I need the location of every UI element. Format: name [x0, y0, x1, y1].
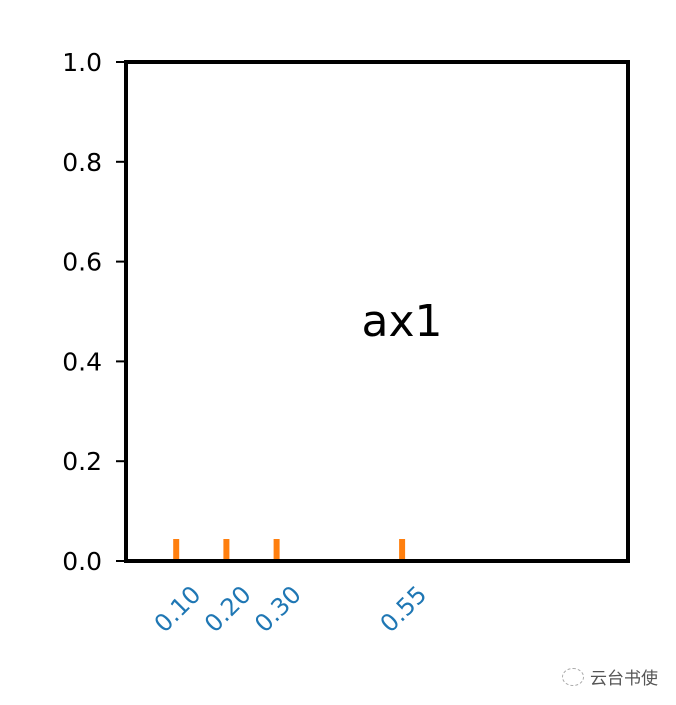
x-tick-label: 0.10: [149, 580, 207, 638]
y-tick-label: 0.0: [62, 547, 102, 576]
y-tick-label: 0.2: [62, 447, 102, 476]
axes-annotation: ax1: [362, 296, 443, 347]
y-tick-label: 0.6: [62, 248, 102, 277]
x-tick-label: 0.20: [199, 580, 257, 638]
x-axis-ticks: 0.100.200.30 0.55: [149, 539, 432, 638]
y-tick-label: 0.4: [62, 347, 102, 376]
y-axis-ticks: 0.0 0.2 0.4 0.6 0.8 1.0: [62, 48, 126, 576]
y-tick-label: 1.0: [62, 48, 102, 77]
axes-frame: [124, 60, 630, 563]
y-tick-label: 0.8: [62, 148, 102, 177]
watermark: 云台书使: [562, 664, 658, 689]
x-tick-label: 0.55: [375, 580, 433, 638]
watermark-text: 云台书使: [590, 669, 658, 689]
wechat-icon: [562, 667, 584, 686]
x-tick-label: 0.30: [249, 580, 307, 638]
